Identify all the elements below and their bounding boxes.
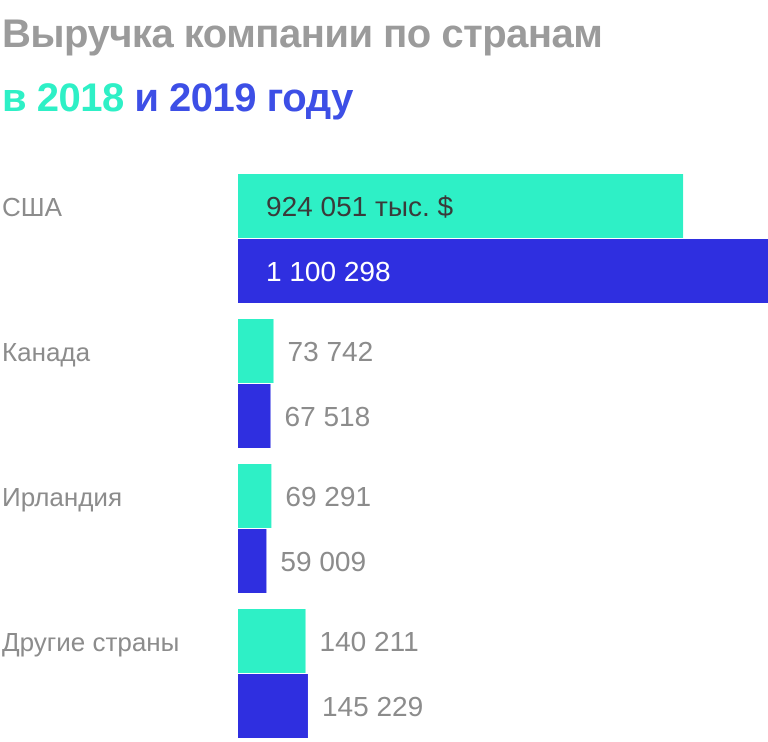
subtitle-prefix: в xyxy=(2,76,27,120)
bar-2019 xyxy=(238,529,267,593)
bar-2018 xyxy=(238,609,306,673)
bar-2018 xyxy=(238,174,684,238)
category-label: Ирландия xyxy=(2,482,122,512)
category-label: Канада xyxy=(2,337,91,367)
year-2018-legend: 2018 xyxy=(36,76,124,120)
value-label: 67 518 xyxy=(285,401,371,432)
value-label: 140 211 xyxy=(320,626,419,657)
chart-title: Выручка компании по странам xyxy=(2,12,603,56)
category-label: Другие страны xyxy=(2,627,179,657)
year-2019-legend: 2019 xyxy=(169,76,257,120)
bar-2018 xyxy=(238,319,274,383)
value-label: 69 291 xyxy=(285,481,371,512)
value-label: 1 100 298 xyxy=(266,256,391,287)
value-label: 59 009 xyxy=(280,546,366,577)
subtitle-conjunction: и xyxy=(134,76,159,120)
bar-2019 xyxy=(238,674,308,738)
value-label: 924 051 тыс. $ xyxy=(266,191,454,222)
bar-2019 xyxy=(238,239,768,303)
value-label: 73 742 xyxy=(288,336,374,367)
chart-subtitle: в 2018 и 2019 году xyxy=(2,74,353,122)
value-label: 145 229 xyxy=(322,691,423,722)
category-label: США xyxy=(2,192,63,222)
bar-2018 xyxy=(238,464,272,528)
bar-2019 xyxy=(238,384,271,448)
subtitle-suffix: году xyxy=(266,76,354,120)
